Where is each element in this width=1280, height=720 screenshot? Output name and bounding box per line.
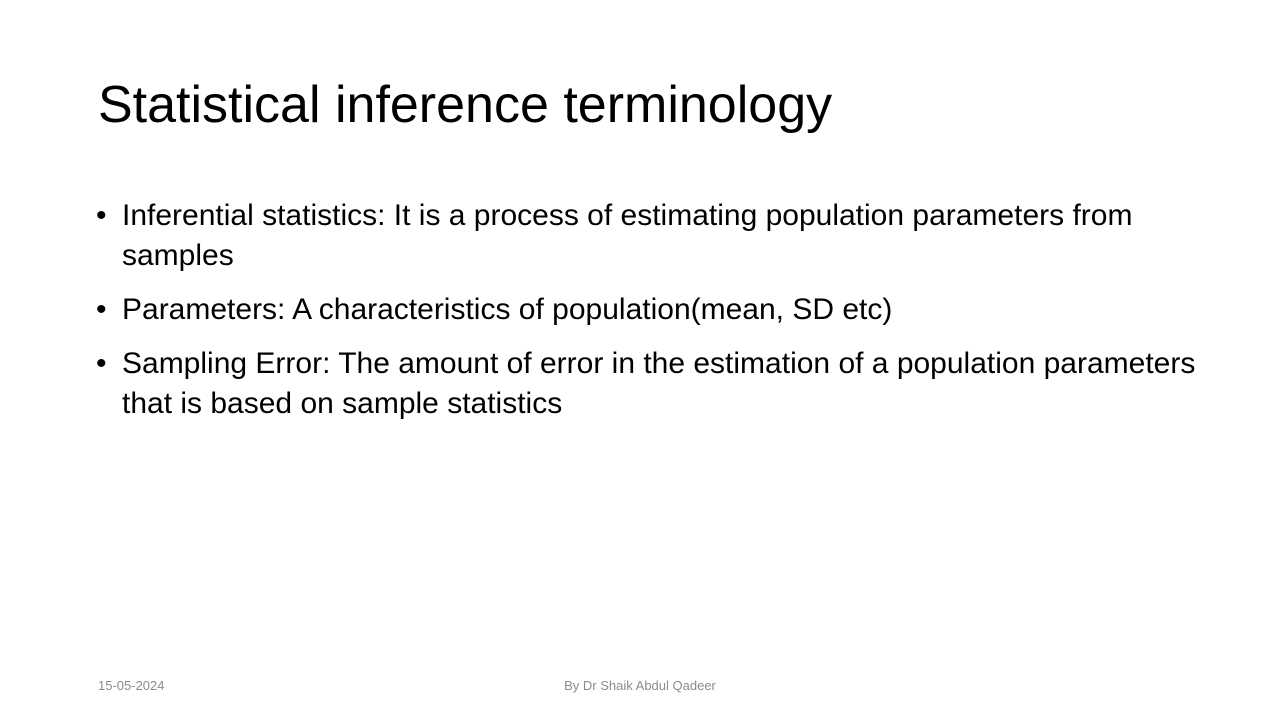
slide-title: Statistical inference terminology [98,76,833,134]
bullet-text: Parameters: A characteristics of populat… [122,293,893,326]
bullet-text: Inferential statistics: It is a process … [122,199,1133,272]
bullet-text: Sampling Error: The amount of error in t… [122,347,1196,420]
bullet-item-inferential-statistics: • Inferential statistics: It is a proces… [96,196,1196,276]
bullet-dot-icon: • [96,293,107,326]
bullet-dot-icon: • [96,347,107,380]
bullet-item-parameters: • Parameters: A characteristics of popul… [96,290,1196,330]
footer-author: By Dr Shaik Abdul Qadeer [564,678,716,693]
bullet-dot-icon: • [96,199,107,232]
bullet-list: • Inferential statistics: It is a proces… [96,196,1196,438]
footer-date: 15-05-2024 [98,678,165,693]
bullet-item-sampling-error: • Sampling Error: The amount of error in… [96,344,1196,424]
